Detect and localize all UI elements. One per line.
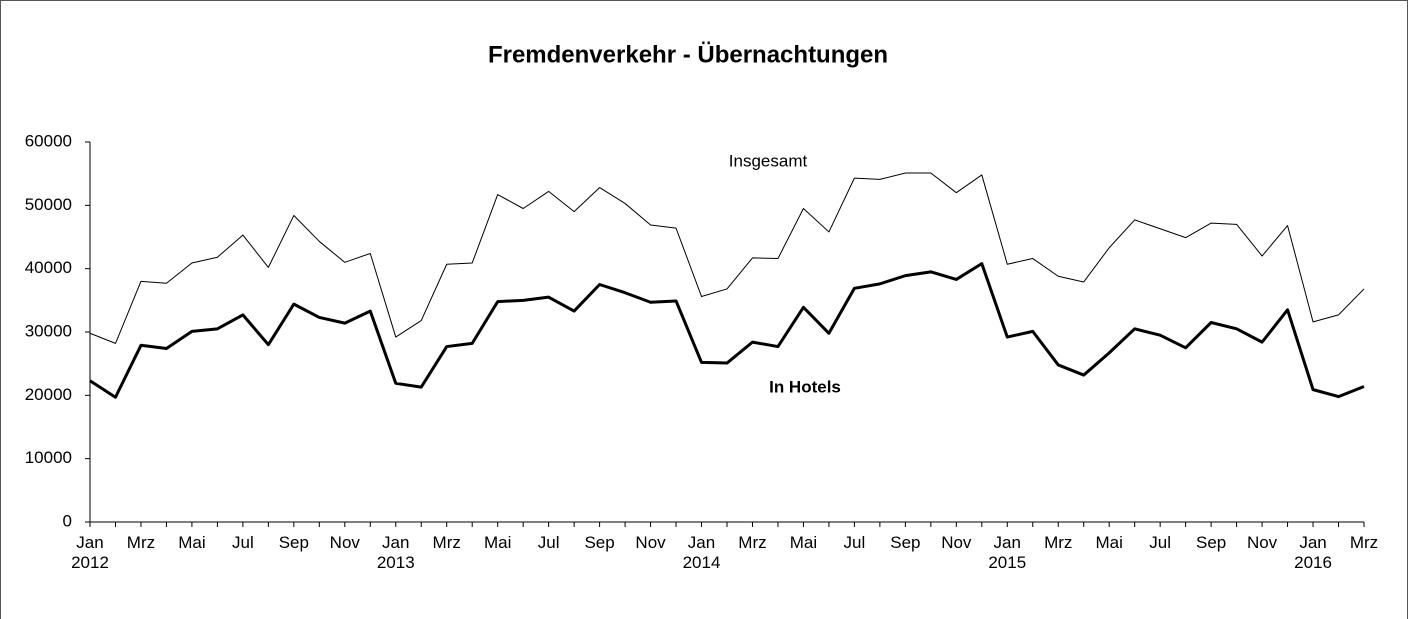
x-tick-label: Sep <box>584 533 615 552</box>
series-line <box>89 262 1365 399</box>
y-tick-label: 10000 <box>25 448 72 467</box>
x-tick-label: Mai <box>789 533 818 552</box>
x-tick-label: Jan 2014 <box>682 533 721 572</box>
y-tick-label: 30000 <box>25 321 72 340</box>
x-tick-label: Jan 2012 <box>71 533 109 572</box>
x-tick-label: Mrz <box>432 533 461 552</box>
x-tick-label: Mai <box>1095 533 1123 552</box>
x-tick-label: Jul <box>232 533 254 552</box>
x-tick-label: Mai <box>178 533 206 552</box>
y-tick-label: 40000 <box>25 258 72 277</box>
y-tick-label: 60000 <box>25 131 72 150</box>
series-label: In Hotels <box>769 377 841 396</box>
x-tick-label: Jul <box>1149 533 1172 552</box>
x-tick-label: Sep <box>890 533 921 552</box>
x-tick-label: Mai <box>483 533 512 552</box>
x-tick-label: Nov <box>635 533 666 552</box>
x-tick-label: Nov <box>329 533 360 552</box>
y-tick-label: 20000 <box>25 385 72 404</box>
series-line <box>89 172 1365 344</box>
series-label: Insgesamt <box>729 151 808 170</box>
x-tick-label: Mrz <box>1044 533 1073 552</box>
x-tick-label: Jul <box>537 533 560 552</box>
x-tick-label: Nov <box>941 533 972 552</box>
x-tick-label: Sep <box>278 533 309 552</box>
x-tick-label: Sep <box>1195 533 1227 552</box>
y-tick-label: 0 <box>63 511 72 530</box>
x-tick-label: Jan 2013 <box>376 533 415 572</box>
x-tick-label: Nov <box>1246 533 1278 552</box>
chart-title: Fremdenverkehr - Übernachtungen <box>488 41 888 68</box>
x-tick-label: Jul <box>843 533 866 552</box>
x-tick-label: Mrz <box>738 533 767 552</box>
x-tick-label: Jan 2016 <box>1294 533 1332 572</box>
x-tick-label: Mrz <box>126 533 156 552</box>
x-tick-label: Jan 2015 <box>988 533 1027 572</box>
y-tick-label: 50000 <box>25 195 72 214</box>
x-tick-label: Mrz <box>1349 533 1379 552</box>
